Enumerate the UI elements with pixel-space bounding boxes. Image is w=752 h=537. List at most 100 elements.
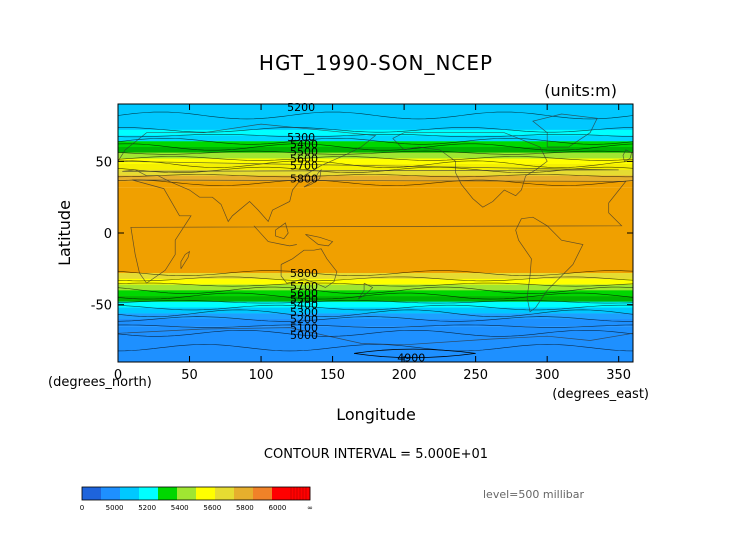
contour-label: 5700 (290, 160, 318, 173)
colorbar-swatch (120, 487, 140, 500)
colorbar-swatch (158, 487, 178, 500)
x-axis-ticks: 0 50 100 150 200 250 300 350 (114, 104, 631, 383)
coastline (515, 216, 584, 313)
height-band-stripe (118, 129, 633, 136)
coastline (532, 113, 598, 148)
y-unit-label: (degrees_north) (48, 375, 152, 390)
y-tick-label: 50 (95, 155, 112, 170)
height-band (118, 104, 633, 133)
height-band-stripe (118, 278, 633, 285)
contour-line (117, 344, 634, 352)
coastline (180, 250, 191, 269)
height-band (118, 187, 633, 274)
x-tick-label: 0 (114, 368, 122, 383)
colorbar-swatch (215, 487, 235, 500)
colorbar-swatch (139, 487, 159, 500)
coastline (303, 168, 322, 188)
contour-line (117, 111, 634, 120)
contour-line (117, 276, 634, 282)
colorbar-label: 5000 (106, 504, 124, 512)
height-band-stripe (118, 301, 633, 308)
x-tick-label: 150 (320, 368, 345, 383)
x-tick-label: 250 (463, 368, 488, 383)
contour-label: 5800 (290, 173, 318, 186)
contour-label: 5700 (290, 280, 318, 293)
height-band-stripe (118, 152, 633, 159)
colorbar (81, 486, 311, 501)
colorbar-frame (81, 486, 311, 501)
contour-label: 5100 (290, 322, 318, 335)
height-band-stripe (118, 313, 633, 319)
height-band-stripe (118, 158, 633, 165)
height-band-stripe (118, 175, 633, 182)
colorbar-swatch (177, 487, 197, 500)
coastline (117, 327, 634, 346)
coastline (622, 149, 633, 162)
contour-interval-text: CONTOUR INTERVAL = 5.000E+01 (264, 447, 488, 462)
contour-labels: 5200530054005500560057005800580057005600… (287, 101, 425, 365)
contour-line (117, 270, 634, 277)
units-label: (units:m) (544, 81, 617, 100)
height-band-stripe (118, 307, 633, 314)
contour-label: 5800 (290, 267, 318, 280)
contour-line (117, 150, 634, 155)
height-band-stripe (118, 273, 633, 279)
contour-line (117, 179, 634, 186)
plot-area (118, 104, 633, 362)
colorbar-swatch (101, 487, 121, 500)
contour-label: 5300 (287, 131, 315, 144)
contour-line (117, 309, 634, 318)
colorbar-label: 0 (80, 504, 84, 512)
y-tick-label: -50 (91, 299, 112, 314)
contour-lines (117, 111, 634, 359)
colorbar-label: 5600 (203, 504, 221, 512)
height-band-stripe (118, 284, 633, 291)
x-tick-label: 350 (606, 368, 631, 383)
contour-label: 5500 (290, 145, 318, 158)
coastline (280, 248, 338, 288)
y-tick-label: 0 (104, 227, 112, 242)
contour-line (353, 348, 476, 359)
colorbar-swatch (196, 487, 216, 500)
colorbar-swatch (234, 487, 254, 500)
contour-line (117, 286, 634, 294)
coastline (275, 222, 289, 240)
contour-label: 5600 (290, 287, 318, 300)
coastline (130, 179, 627, 284)
coastline (117, 123, 619, 223)
chart-title: HGT_1990-SON_NCEP (259, 51, 493, 75)
colorbar-swatch (253, 487, 273, 500)
x-unit-label: (degrees_east) (552, 387, 649, 402)
contour-line (117, 330, 634, 337)
contour-label: 5200 (290, 313, 318, 326)
coastlines (117, 113, 634, 346)
coastline (358, 282, 374, 300)
contour-line (117, 143, 634, 151)
colorbar-swatch (82, 487, 102, 500)
x-tick-label: 200 (392, 368, 417, 383)
coastline (392, 132, 548, 208)
contour-line (117, 300, 634, 304)
colorbar-swatch (291, 487, 311, 500)
colorbar-label: 5200 (138, 504, 156, 512)
contour-line (117, 282, 634, 287)
colorbar-swatch (272, 487, 292, 500)
contour-label: 4900 (397, 352, 425, 365)
contour-label: 5200 (287, 101, 315, 114)
height-band-stripe (118, 135, 633, 142)
contour-label: 5500 (290, 293, 318, 306)
coastline (253, 225, 297, 247)
height-band-stripe (118, 169, 633, 176)
coastline (305, 234, 334, 247)
x-axis-label: Longitude (336, 405, 416, 424)
colorbar-labels: 0 5000 5200 5400 5600 5800 6000 ∞ (80, 504, 313, 512)
contour-label: 5400 (290, 138, 318, 151)
colorbar-label: 5800 (236, 504, 254, 512)
height-band-stripe (118, 296, 633, 302)
contour-label: 5000 (290, 329, 318, 342)
y-axis-label: Latitude (55, 200, 74, 266)
contour-line (117, 316, 634, 322)
contour-line (117, 156, 634, 161)
contour-line (117, 292, 634, 300)
